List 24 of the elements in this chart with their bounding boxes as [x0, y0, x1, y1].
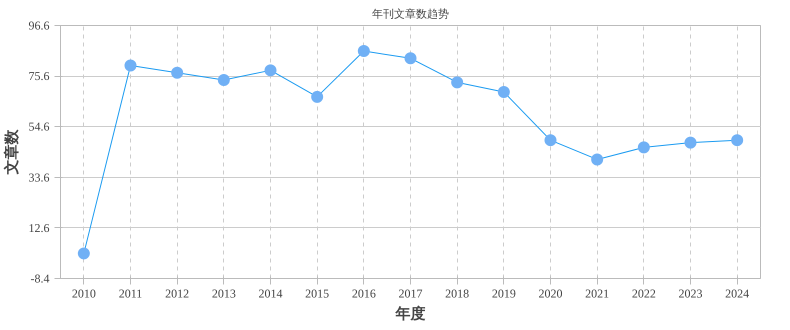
x-tick-label: 2016 — [352, 286, 376, 300]
chart-title: 年刊文章数趋势 — [372, 8, 449, 20]
x-tick-label: 2021 — [585, 286, 610, 300]
x-tick-label: 2020 — [538, 286, 562, 300]
y-tick-label: 54.6 — [28, 120, 50, 134]
x-tick-label: 2011 — [118, 286, 142, 300]
x-tick-label: 2019 — [492, 286, 516, 300]
y-tick-label: 75.6 — [28, 69, 50, 84]
x-tick-label: 2014 — [258, 286, 282, 300]
x-tick-label: 2015 — [305, 286, 330, 300]
x-tick-label: 2018 — [445, 286, 470, 300]
x-tick-label: 2013 — [212, 286, 236, 300]
x-tick-label: 2024 — [725, 286, 750, 300]
y-tick-label: 12.6 — [28, 220, 50, 235]
y-tick-label: 33.6 — [28, 170, 50, 184]
x-tick-label: 2023 — [678, 286, 702, 300]
x-tick-label: 2022 — [632, 286, 656, 300]
x-tick-label: 2017 — [398, 286, 422, 300]
y-axis-title: 文章数 — [2, 128, 20, 176]
y-tick-label: -8.4 — [30, 272, 50, 286]
x-tick-label: 2012 — [165, 286, 190, 300]
y-tick-label: 96.6 — [28, 18, 50, 32]
x-axis-title: 年度 — [394, 304, 426, 322]
x-tick-label: 2010 — [72, 286, 96, 300]
